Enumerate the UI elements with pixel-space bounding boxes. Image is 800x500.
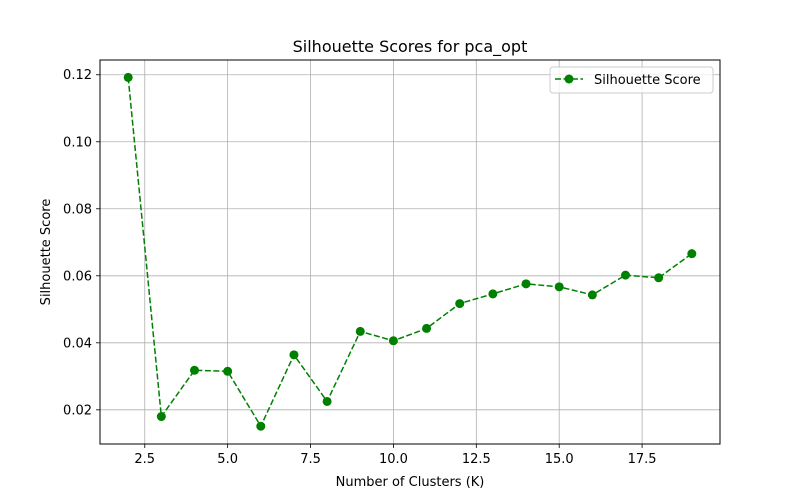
axis-ticks: 2.5 5.0 7.5 10.0 12.5 15.0 17.5 0.02 0.04 0.06 0.0… <box>63 68 657 467</box>
data-point <box>223 366 233 376</box>
data-point <box>123 72 133 82</box>
data-point <box>488 289 498 299</box>
data-point <box>654 273 664 283</box>
grid <box>100 60 720 444</box>
y-tick-label: 0.06 <box>63 269 92 284</box>
legend-label: Silhouette Score <box>594 73 701 88</box>
x-tick-label: 17.5 <box>628 452 657 467</box>
y-tick-label: 0.12 <box>63 68 92 83</box>
legend-box <box>549 66 714 94</box>
data-point <box>687 249 697 259</box>
data-point <box>554 282 564 292</box>
data-point <box>388 336 398 346</box>
data-point <box>521 279 531 289</box>
x-tick-label: 15.0 <box>545 452 574 467</box>
y-tick-label: 0.02 <box>63 403 92 418</box>
legend-marker-swatch <box>564 74 574 84</box>
data-point <box>156 412 166 422</box>
y-tick-label: 0.10 <box>63 135 92 150</box>
data-point <box>587 290 597 300</box>
chart-title: Silhouette Scores for pca_opt <box>293 37 528 57</box>
data-point <box>422 323 432 333</box>
x-tick-label: 5.0 <box>217 452 238 467</box>
series-layer <box>123 72 697 431</box>
y-axis-label: Silhouette Score <box>39 199 54 306</box>
data-point <box>355 326 365 336</box>
x-tick-label: 2.5 <box>134 452 155 467</box>
data-point <box>621 270 631 280</box>
y-tick-label: 0.08 <box>63 202 92 217</box>
data-point <box>322 396 332 406</box>
data-point <box>256 421 266 431</box>
plot-area-frame <box>99 59 721 445</box>
data-point <box>289 350 299 360</box>
x-tick-label: 12.5 <box>462 452 491 467</box>
x-tick-label: 10.0 <box>379 452 408 467</box>
data-point <box>189 365 199 375</box>
data-point <box>455 299 465 309</box>
series-line <box>127 77 693 428</box>
y-tick-label: 0.04 <box>63 336 92 351</box>
x-axis-label: Number of Clusters (K) <box>336 475 485 490</box>
x-tick-label: 7.5 <box>300 452 321 467</box>
legend: Silhouette Score <box>549 66 714 94</box>
